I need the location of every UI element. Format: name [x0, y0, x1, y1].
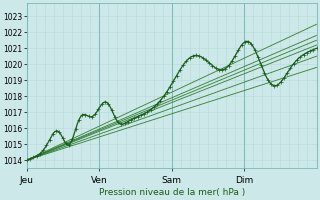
X-axis label: Pression niveau de la mer( hPa ): Pression niveau de la mer( hPa ) [99, 188, 245, 197]
